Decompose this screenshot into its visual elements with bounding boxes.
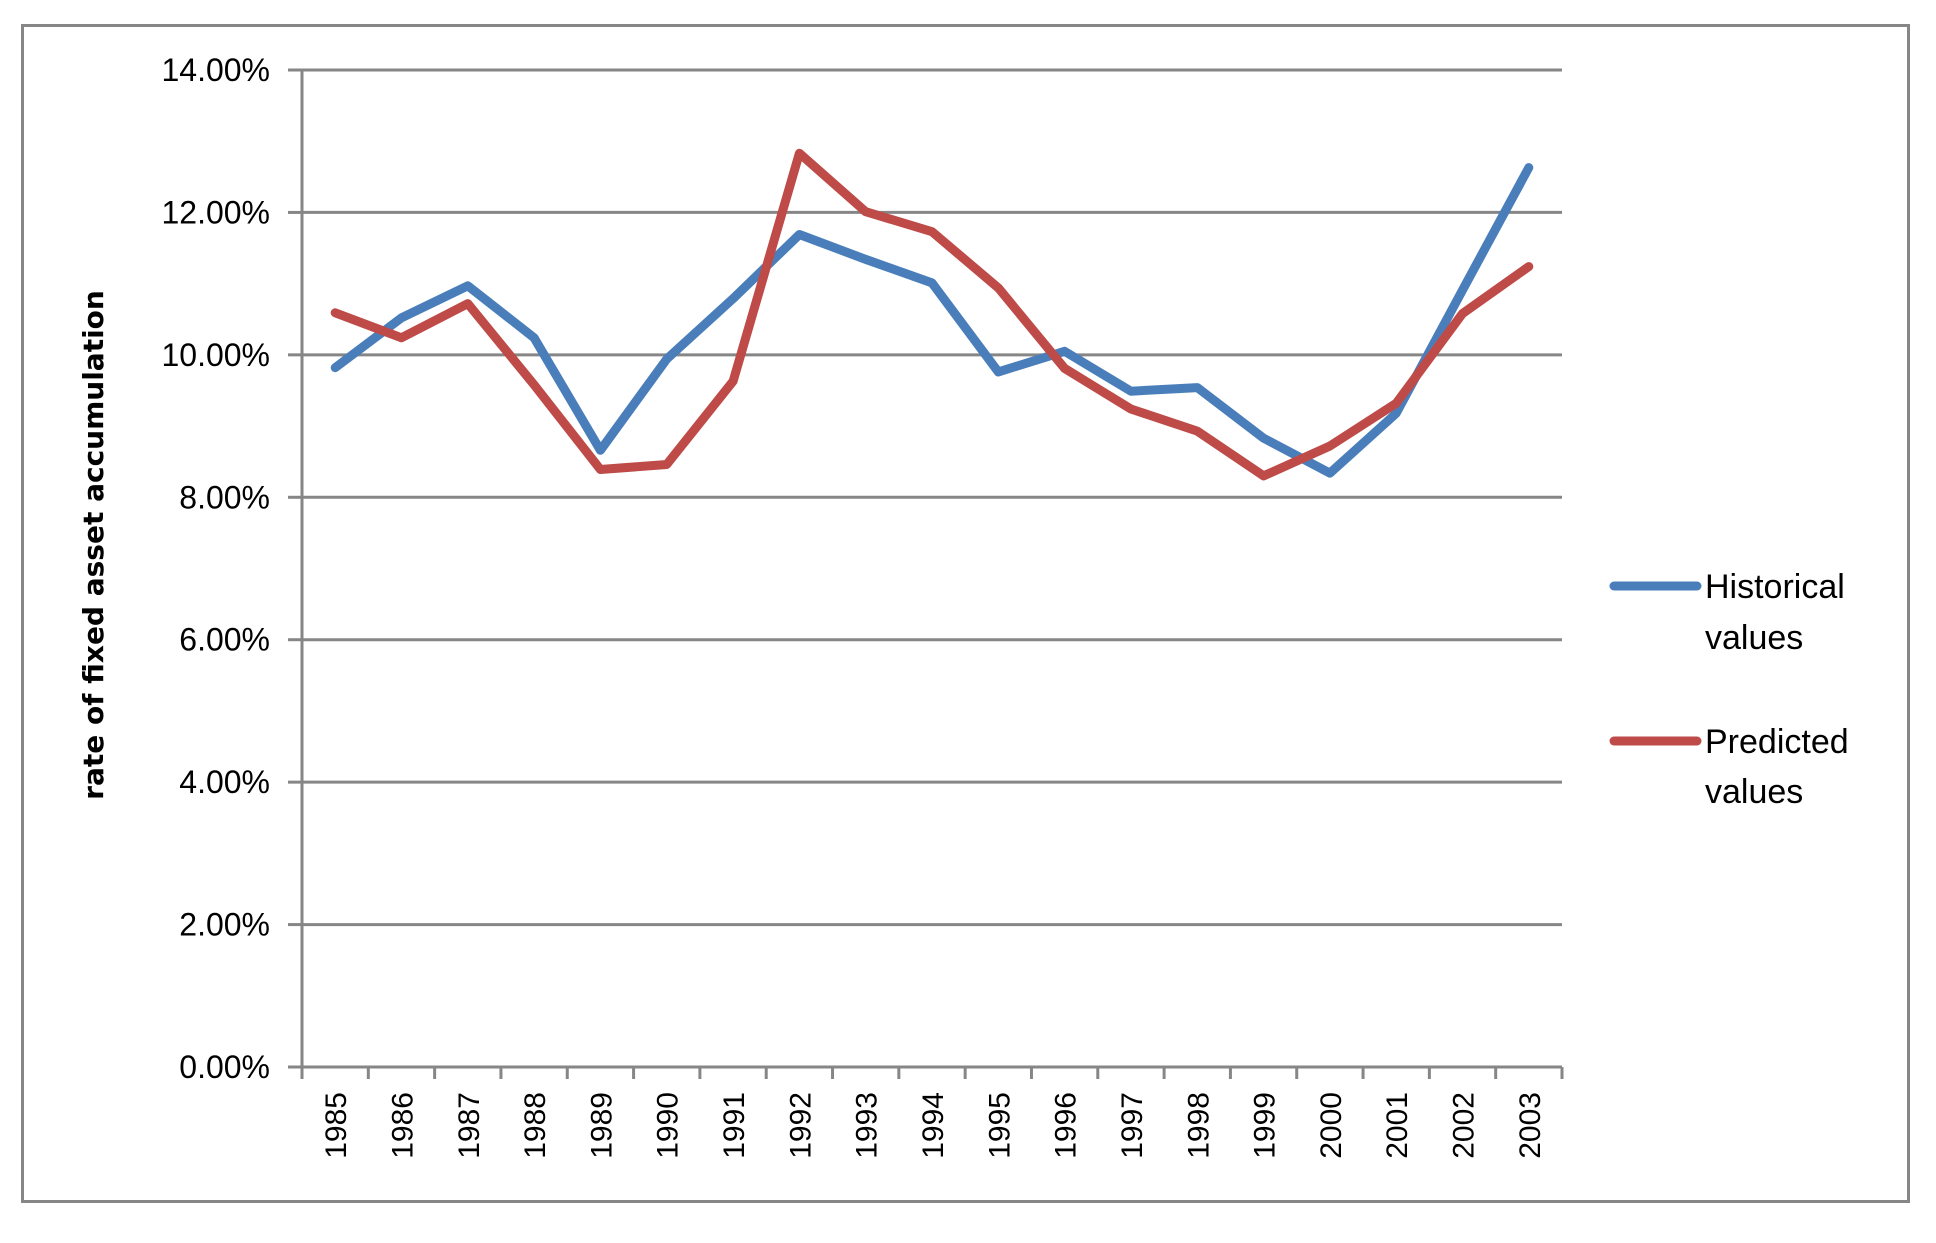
x-tick-label: 1994 [917,1092,950,1159]
legend-label-line2: values [1705,773,1803,811]
x-tick-label: 1990 [652,1092,685,1159]
y-tick-label: 8.00% [179,479,270,515]
x-axis-tick-labels: 1985 1986 1987 1988 1989 1990 1991 1992 1993 1994… [320,1092,1547,1159]
x-tick-label: 1986 [386,1092,419,1159]
x-tick-label: 1988 [519,1092,552,1159]
y-tick-label: 0.00% [179,1049,270,1085]
axes [288,68,1564,1079]
y-tick-label: 12.00% [161,194,270,230]
chart-frame [21,24,1910,1203]
y-tick-label: 10.00% [161,337,270,373]
gridlines [302,68,1562,927]
x-tick-label: 2003 [1514,1092,1547,1159]
x-tick-label: 2002 [1448,1092,1481,1159]
x-tick-label: 1991 [718,1092,751,1159]
legend: Historical values Predicted values [1609,568,1849,811]
x-tick-label: 1989 [585,1092,618,1159]
legend-label-line1: Historical [1705,568,1845,606]
legend-label-line1: Predicted [1705,723,1849,761]
x-tick-label: 1996 [1050,1092,1083,1159]
x-tick-label: 1998 [1182,1092,1215,1159]
x-tick-label: 1995 [983,1092,1016,1159]
legend-item-historical: Historical values [1609,568,1845,657]
x-tick-label: 1999 [1249,1092,1282,1159]
y-tick-label: 4.00% [179,764,270,800]
x-tick-label: 2000 [1315,1092,1348,1159]
x-tick-label: 1985 [320,1092,353,1159]
series-predicted-line [330,148,1534,481]
x-tick-label: 2001 [1381,1092,1414,1159]
y-tick-label: 6.00% [179,622,270,658]
x-tick-label: 1993 [851,1092,884,1159]
legend-label-line2: values [1705,619,1803,657]
x-tick-label: 1997 [1116,1092,1149,1159]
y-axis-tick-labels: 0.00% 2.00% 4.00% 6.00% 8.00% 10.00% 12.00% 14.… [161,52,270,1085]
x-tick-label: 1992 [784,1092,817,1159]
y-tick-label: 2.00% [179,907,270,943]
series-historical-line [330,163,1534,478]
y-tick-label: 14.00% [161,52,270,88]
legend-item-predicted: Predicted values [1609,723,1849,811]
x-tick-label: 1987 [453,1092,486,1159]
data-series [330,148,1534,481]
y-axis-label: rate of fixed asset accumulation [77,290,110,800]
